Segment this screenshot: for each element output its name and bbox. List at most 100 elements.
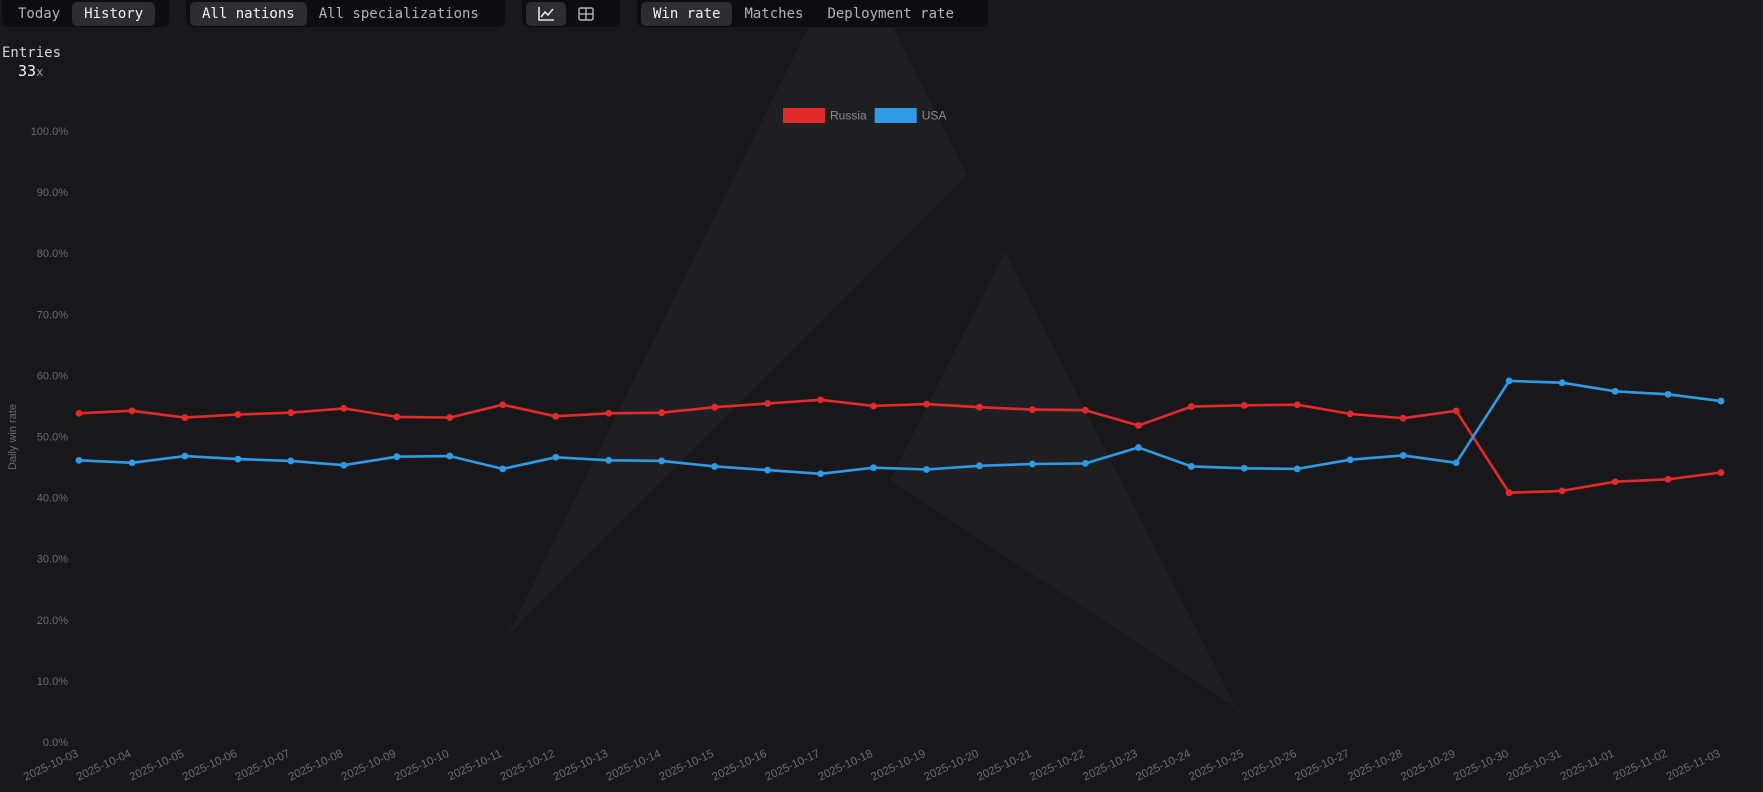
x-tick-label: 2025-10-06	[181, 748, 239, 784]
line-chart-icon[interactable]	[526, 1, 566, 26]
data-point-usa[interactable]	[711, 463, 719, 470]
data-point-usa[interactable]	[764, 466, 771, 474]
data-point-russia[interactable]	[1346, 410, 1354, 418]
data-point-russia[interactable]	[287, 409, 295, 417]
data-point-russia[interactable]	[1240, 401, 1248, 409]
matches-button[interactable]: Matches	[744, 5, 804, 22]
data-point-russia[interactable]	[1399, 414, 1407, 422]
table-icon[interactable]	[566, 2, 606, 26]
data-point-russia[interactable]	[870, 402, 877, 410]
legend-label-usa[interactable]: USA	[922, 109, 947, 123]
data-point-usa[interactable]	[1452, 459, 1460, 467]
data-point-russia[interactable]	[1081, 406, 1089, 414]
data-point-usa[interactable]	[1558, 379, 1566, 387]
x-tick-label: 2025-10-21	[975, 748, 1033, 784]
data-point-usa[interactable]	[870, 464, 877, 472]
data-point-russia[interactable]	[393, 413, 401, 421]
x-tick-label: 2025-10-26	[1240, 748, 1298, 784]
data-point-usa[interactable]	[658, 457, 666, 465]
x-tick-label: 2025-10-10	[393, 748, 451, 784]
data-point-russia[interactable]	[817, 396, 824, 404]
data-point-usa[interactable]	[552, 453, 560, 461]
data-point-russia[interactable]	[1717, 469, 1725, 476]
entries-counter: Entries 33x	[2, 45, 61, 80]
series-line-usa	[77, 379, 1723, 476]
data-point-russia[interactable]	[1187, 403, 1195, 410]
data-point-usa[interactable]	[1081, 459, 1089, 467]
entries-count-suffix: x	[36, 65, 44, 79]
data-point-usa[interactable]	[1664, 390, 1672, 398]
data-point-russia[interactable]	[1134, 422, 1142, 429]
data-point-russia[interactable]	[658, 409, 666, 417]
data-point-usa[interactable]	[446, 452, 454, 460]
data-point-russia[interactable]	[923, 400, 930, 408]
data-point-russia[interactable]	[1558, 487, 1566, 495]
y-tick-label: 40.0%	[37, 493, 68, 505]
legend-swatch-usa[interactable]	[874, 108, 917, 123]
data-point-usa[interactable]	[75, 456, 83, 464]
data-point-russia[interactable]	[552, 412, 560, 420]
data-point-usa[interactable]	[605, 456, 613, 464]
data-point-usa[interactable]	[128, 459, 136, 467]
x-tick-label: 2025-10-29	[1399, 748, 1457, 784]
series-usa	[75, 377, 1725, 478]
win-rate-button[interactable]: Win rate	[641, 1, 733, 26]
data-point-usa[interactable]	[234, 455, 242, 463]
series-russia	[75, 396, 1725, 497]
data-point-usa[interactable]	[287, 457, 295, 465]
data-point-usa[interactable]	[1240, 464, 1248, 472]
data-point-russia[interactable]	[1029, 406, 1036, 414]
data-point-usa[interactable]	[1293, 465, 1301, 473]
y-axis: 0.0% 10.0% 20.0% 30.0% 40.0% 50.0% 60.0% 70.0% 8…	[31, 126, 69, 749]
data-point-usa[interactable]	[181, 452, 189, 460]
legend-label-russia[interactable]: Russia	[830, 109, 867, 123]
data-point-usa[interactable]	[1717, 397, 1725, 405]
data-point-usa[interactable]	[340, 461, 348, 469]
data-point-russia[interactable]	[711, 403, 719, 411]
data-point-usa[interactable]	[393, 453, 401, 461]
x-tick-label: 2025-10-12	[499, 748, 557, 784]
deployment-rate-button[interactable]: Deployment rate	[827, 5, 954, 22]
legend-swatch-russia[interactable]	[783, 108, 825, 123]
data-point-usa[interactable]	[923, 466, 930, 473]
all-nations-button[interactable]: All nations	[190, 1, 307, 26]
data-point-russia[interactable]	[1452, 407, 1460, 415]
data-point-usa[interactable]	[1134, 444, 1142, 451]
data-point-russia[interactable]	[446, 414, 454, 421]
data-point-russia[interactable]	[1664, 475, 1672, 483]
x-tick-label: 2025-10-24	[1134, 748, 1193, 784]
data-point-usa[interactable]	[976, 462, 983, 470]
y-tick-label: 60.0%	[37, 370, 68, 382]
data-point-russia[interactable]	[1505, 489, 1513, 497]
x-tick-label: 2025-10-16	[710, 748, 768, 784]
data-point-usa[interactable]	[817, 470, 824, 478]
data-point-russia[interactable]	[605, 409, 613, 417]
history-button[interactable]: History	[72, 1, 156, 26]
y-tick-label: 90.0%	[37, 187, 68, 199]
y-tick-label: 70.0%	[37, 309, 68, 321]
data-point-russia[interactable]	[181, 414, 189, 421]
x-tick-label: 2025-10-11	[446, 748, 504, 783]
data-point-usa[interactable]	[1611, 387, 1619, 395]
data-point-russia[interactable]	[1293, 401, 1301, 409]
data-point-usa[interactable]	[1505, 377, 1513, 385]
all-specializations-button[interactable]: All specializations	[318, 5, 479, 22]
data-point-russia[interactable]	[75, 409, 83, 417]
series-line-russia	[77, 398, 1723, 495]
data-point-russia[interactable]	[499, 401, 507, 409]
x-tick-label: 2025-10-07	[234, 748, 292, 784]
data-point-usa[interactable]	[1399, 452, 1407, 459]
data-point-usa[interactable]	[1029, 460, 1036, 468]
data-point-russia[interactable]	[128, 407, 136, 415]
data-point-usa[interactable]	[1187, 463, 1195, 470]
x-tick-label: 2025-10-13	[552, 748, 610, 784]
data-point-russia[interactable]	[976, 403, 983, 411]
data-point-russia[interactable]	[764, 400, 771, 407]
today-button[interactable]: Today	[18, 5, 61, 22]
data-point-russia[interactable]	[1611, 478, 1619, 486]
data-point-russia[interactable]	[234, 411, 242, 418]
data-point-usa[interactable]	[1346, 456, 1354, 464]
data-point-russia[interactable]	[340, 404, 348, 412]
data-point-usa[interactable]	[499, 465, 507, 473]
